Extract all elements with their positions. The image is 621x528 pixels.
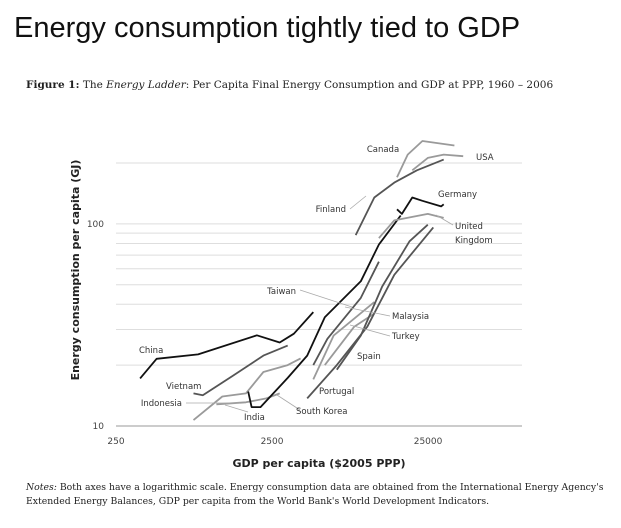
x-tick-label: 250 — [107, 437, 124, 447]
annotation-label: Germany — [438, 190, 477, 200]
annotation-label: Turkey — [391, 332, 420, 342]
annotation-leader-line — [299, 289, 353, 308]
y-tick-label: 10 — [93, 422, 105, 432]
annotation-label: Spain — [357, 352, 381, 362]
annotation-label: South Korea — [296, 407, 348, 417]
annotation-label: Finland — [316, 205, 346, 215]
annotation-leader-line — [344, 306, 391, 317]
annotation-leader-line — [349, 324, 391, 337]
annotation-label: United — [455, 222, 483, 232]
annotation-label: Portugal — [319, 387, 354, 397]
series-line-south-korea — [247, 214, 402, 409]
figure-number: Figure 1: — [26, 79, 80, 91]
series-line-germany — [396, 196, 445, 215]
series-line-portugal — [306, 226, 434, 399]
annotation-label: Indonesia — [141, 399, 182, 409]
series-line-indonesia — [192, 357, 302, 421]
notes-label: Notes: — [26, 482, 57, 493]
series-line-spain — [336, 224, 429, 371]
series-line-china — [139, 311, 314, 379]
caption-italic: Energy Ladder — [106, 79, 186, 91]
series-line-canada — [396, 140, 455, 178]
series-line-vietnam — [193, 344, 289, 397]
figure-notes: Notes: Both axes have a logarithmic scal… — [26, 481, 606, 509]
caption-pre: The — [82, 79, 103, 91]
annotation-label: Taiwan — [266, 287, 296, 297]
annotation-label: Vietnam — [166, 382, 201, 392]
annotation-leader-line — [349, 195, 367, 210]
annotation-leader-line — [276, 394, 301, 411]
notes-text: Both axes have a logarithmic scale. Ener… — [26, 482, 604, 507]
annotation-label: Kingdom — [455, 236, 493, 246]
page-headline: Energy consumption tightly tied to GDP — [14, 12, 521, 44]
annotation-label: USA — [476, 153, 494, 163]
figure-caption: Figure 1: The Energy Ladder: Per Capita … — [26, 78, 586, 92]
series-line-finland — [354, 158, 445, 236]
series-line-usa — [411, 153, 464, 172]
y-axis-title: Energy consumption per capita (GJ) — [69, 160, 82, 381]
series-line-malaysia — [312, 301, 375, 380]
x-tick-label: 25000 — [414, 437, 443, 447]
series-line-taiwan — [312, 261, 380, 366]
annotation-label: China — [139, 346, 163, 356]
annotation-label: India — [244, 413, 265, 423]
annotation-label: Canada — [367, 145, 399, 155]
annotation-label: Malaysia — [392, 312, 429, 322]
x-axis-title: GDP per capita ($2005 PPP) — [232, 457, 405, 470]
caption-rest: : Per Capita Final Energy Consumption an… — [185, 79, 554, 91]
annotation-leader-line — [435, 214, 454, 226]
y-tick-label: 100 — [87, 220, 104, 230]
series-line-united-kingdom — [378, 212, 444, 239]
x-tick-label: 2500 — [261, 437, 284, 447]
annotation-leader-line — [224, 404, 249, 413]
